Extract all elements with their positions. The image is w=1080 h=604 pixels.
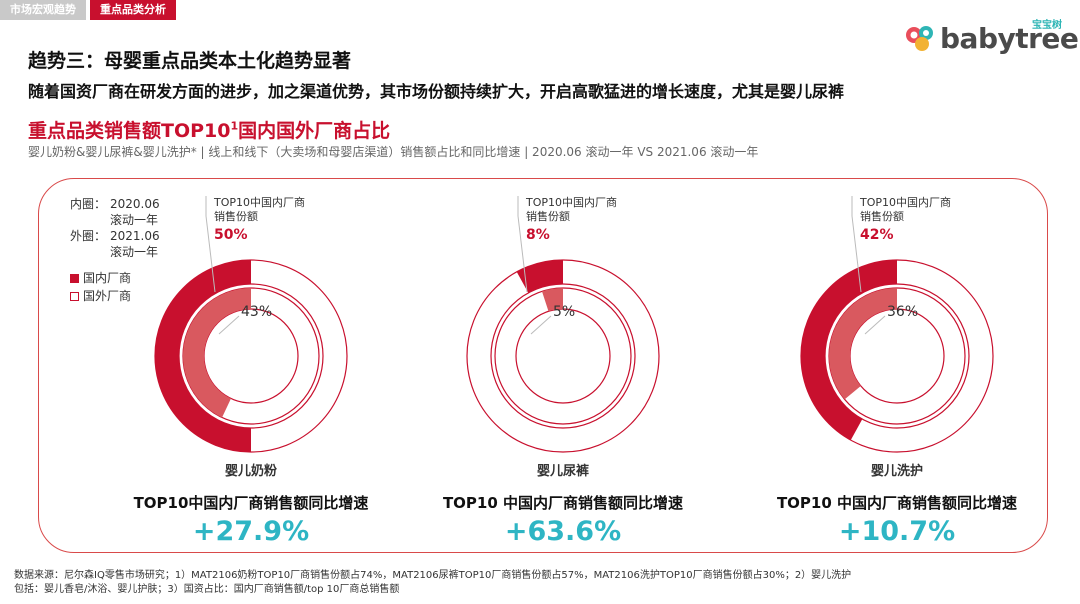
section-title-tail: 国内国外厂商占比 bbox=[238, 120, 391, 142]
page-headline: 趋势三：母婴重点品类本土化趋势显著 bbox=[28, 50, 352, 72]
section-title-sup: 1 bbox=[230, 119, 239, 133]
inner-value-label-care: 36% bbox=[887, 304, 918, 320]
legend-outer-label: 外圈： bbox=[70, 229, 107, 243]
babytree-logo-icon bbox=[906, 26, 933, 51]
inner-value-label-diaper: 5% bbox=[553, 304, 575, 320]
outer-domestic-slice-care bbox=[801, 260, 897, 441]
inner-callout-line-diaper bbox=[530, 315, 552, 335]
category-label-diaper: 婴儿尿裤 bbox=[537, 463, 589, 479]
inner-domestic-slice-milk bbox=[183, 288, 251, 418]
growth-value-diaper: +63.6% bbox=[505, 516, 621, 547]
section-title-main: 重点品类销售额TOP10 bbox=[28, 120, 231, 142]
inner-domestic-slice-diaper bbox=[541, 288, 563, 312]
section-subtitle: 婴儿奶粉&婴儿尿裤&婴儿洗护* | 线上和线下（大卖场和母婴店渠道）销售额占比和… bbox=[28, 145, 759, 159]
logo-cn-text: 宝宝树 bbox=[1032, 20, 1062, 31]
logo-text: babytree bbox=[940, 22, 1079, 55]
callout-line-diaper bbox=[517, 196, 528, 293]
growth-value-milk: +27.9% bbox=[193, 516, 309, 547]
footnote-line-2: 包括：婴儿香皂/沐浴、婴儿护肤；3）国资占比：国内厂商销售额/top 10厂商总… bbox=[14, 584, 400, 595]
growth-title-diaper: TOP10 中国内厂商销售额同比增速 bbox=[443, 494, 683, 512]
growth-title-milk: TOP10中国内厂商销售额同比增速 bbox=[134, 494, 369, 512]
legend-inner-label: 内圈： bbox=[70, 197, 107, 211]
category-label-care: 婴儿洗护 bbox=[871, 463, 923, 479]
top-tabs: 市场宏观趋势 重点品类分析 bbox=[0, 0, 176, 20]
outer-value-label-milk: 50% bbox=[214, 227, 248, 243]
ring-inner-inner-border-care bbox=[849, 308, 945, 404]
legend-foreign-label: 国外厂商 bbox=[83, 289, 132, 303]
legend-foreign-swatch bbox=[70, 291, 79, 301]
legend-inner-period2: 滚动一年 bbox=[110, 213, 159, 227]
page-subheadline: 随着国资厂商在研发方面的进步，加之渠道优势，其市场份额持续扩大，开启高歌猛进的增… bbox=[28, 82, 845, 101]
outer-domestic-slice-diaper bbox=[516, 260, 563, 293]
callout-line-care bbox=[851, 196, 862, 293]
callout-title-milk: TOP10中国内厂商 bbox=[213, 195, 305, 209]
tab-key-category[interactable]: 重点品类分析 bbox=[90, 0, 176, 20]
callout-subtitle-care: 销售份额 bbox=[860, 209, 904, 223]
chart-legend: 内圈： 2020.06 滚动一年 外圈： 2021.06 滚动一年 国内厂商 国外厂… bbox=[70, 196, 160, 304]
footnote-line-1: 数据来源：尼尔森IQ零售市场研究；1）MAT2106奶粉TOP10厂商销售份额占… bbox=[14, 570, 852, 581]
callout-subtitle-diaper: 销售份额 bbox=[526, 209, 570, 223]
inner-domestic-slice-care bbox=[829, 288, 897, 400]
inner-callout-line-care bbox=[864, 315, 886, 335]
legend-domestic-swatch bbox=[70, 273, 79, 283]
section-title: 重点品类销售额TOP101国内国外厂商占比 bbox=[28, 116, 390, 143]
legend-outer-period: 2021.06 bbox=[110, 229, 160, 243]
footnote: 数据来源：尼尔森IQ零售市场研究；1）MAT2106奶粉TOP10厂商销售份额占… bbox=[14, 569, 1074, 597]
chart-panel bbox=[38, 178, 1048, 553]
legend-outer-period2: 滚动一年 bbox=[110, 245, 159, 259]
callout-subtitle-milk: 销售份额 bbox=[214, 209, 258, 223]
outer-value-label-care: 42% bbox=[860, 227, 894, 243]
outer-value-label-diaper: 8% bbox=[526, 227, 550, 243]
callout-line-milk bbox=[205, 196, 216, 293]
growth-value-care: +10.7% bbox=[839, 516, 955, 547]
ring-inner-inner-border-diaper bbox=[515, 308, 611, 404]
callout-title-diaper: TOP10中国内厂商 bbox=[525, 195, 617, 209]
outer-domestic-slice-milk bbox=[155, 260, 251, 452]
legend-inner-period: 2020.06 bbox=[110, 197, 160, 211]
ring-inner-inner-border-milk bbox=[203, 308, 299, 404]
tab-market-trend[interactable]: 市场宏观趋势 bbox=[0, 0, 86, 20]
legend-domestic-label: 国内厂商 bbox=[83, 271, 132, 285]
inner-value-label-milk: 43% bbox=[241, 304, 272, 320]
inner-callout-line-milk bbox=[218, 315, 240, 335]
growth-title-care: TOP10 中国内厂商销售额同比增速 bbox=[777, 494, 1017, 512]
babytree-logo: babytree 宝宝树 bbox=[904, 18, 1079, 58]
callout-title-care: TOP10中国内厂商 bbox=[859, 195, 951, 209]
category-label-milk: 婴儿奶粉 bbox=[225, 463, 277, 479]
